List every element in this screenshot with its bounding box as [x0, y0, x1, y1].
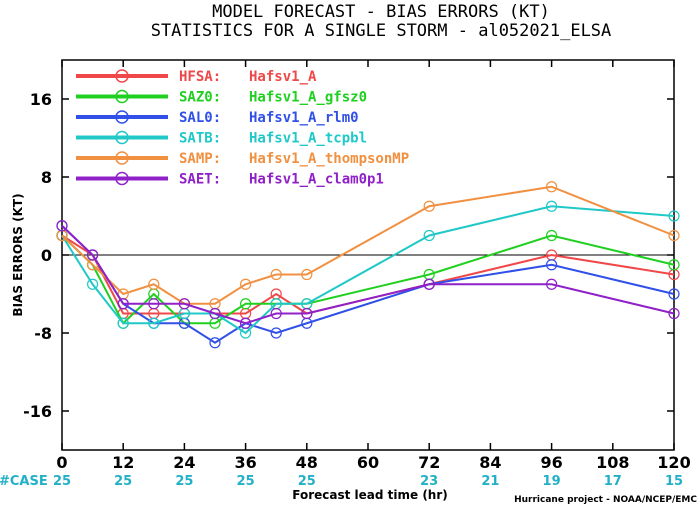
- legend-series-code: SAMP:: [179, 151, 221, 167]
- series-line: [61, 234, 675, 325]
- series-point: [240, 298, 252, 310]
- legend-series-code: SAL0:: [179, 110, 221, 126]
- case-count: 25: [298, 474, 316, 489]
- series-point: [178, 298, 190, 310]
- y-tick-label: -8: [34, 324, 52, 343]
- series-point: [270, 327, 282, 339]
- legend-series-code: SAET:: [179, 172, 221, 188]
- case-count: 19: [543, 474, 561, 489]
- case-count: 25: [53, 474, 71, 489]
- x-tick-label: 60: [357, 453, 379, 472]
- y-tick-label: -16: [23, 402, 52, 421]
- x-tick-label: 36: [234, 453, 256, 472]
- legend-swatch-marker: [115, 171, 129, 186]
- legend-swatch-marker: [115, 69, 129, 83]
- series-point: [668, 307, 680, 320]
- legend-swatch-marker: [115, 130, 129, 145]
- series-point: [423, 229, 435, 242]
- series-point: [209, 337, 221, 349]
- chart-title: MODEL FORECAST - BIAS ERRORS (KT): [212, 2, 550, 22]
- series-point: [423, 200, 435, 212]
- legend-swatch-marker: [115, 89, 129, 104]
- chart-subtitle: STATISTICS FOR A SINGLE STORM - al052021…: [151, 21, 612, 41]
- series-line: [61, 205, 675, 335]
- series-point: [668, 229, 680, 242]
- legend-series-code: SATB:: [179, 131, 221, 147]
- series-point: [86, 249, 99, 261]
- series-point: [545, 259, 558, 271]
- x-tick-label: 72: [418, 453, 440, 472]
- case-count: 21: [481, 474, 499, 489]
- case-count: 15: [665, 474, 683, 489]
- y-tick-label: 0: [41, 246, 52, 265]
- x-tick-label: 96: [540, 453, 562, 472]
- series-point: [301, 307, 313, 320]
- series-point: [148, 278, 160, 290]
- case-label: #CASE: [0, 474, 48, 489]
- legend-swatch-marker: [115, 110, 129, 124]
- y-tick-label: 8: [41, 168, 52, 187]
- series-point: [545, 278, 558, 290]
- series-point: [668, 288, 680, 300]
- credit-text: Hurricane project - NOAA/NCEP/EMC: [514, 495, 697, 505]
- series-point: [148, 298, 160, 310]
- series-point: [270, 307, 282, 320]
- case-count: 25: [114, 474, 132, 489]
- x-tick-label: 84: [479, 453, 501, 472]
- x-tick-label: 24: [173, 453, 195, 472]
- x-axis-label: Forecast lead time (hr): [292, 488, 448, 502]
- case-count: 17: [604, 474, 622, 489]
- y-axis-label: BIAS ERRORS (KT): [11, 193, 25, 316]
- x-tick-label: 0: [56, 453, 67, 472]
- series-point: [423, 278, 435, 290]
- legend-series-model: Hafsv1_A: [249, 69, 317, 85]
- case-count: 23: [420, 474, 438, 489]
- x-tick-label: 108: [596, 453, 629, 472]
- series-point: [301, 268, 313, 281]
- x-tick-label: 48: [296, 453, 318, 472]
- x-tick-label: 12: [112, 453, 134, 472]
- legend-series-code: HFSA:: [179, 69, 221, 85]
- legend-series-model: Hafsv1_A_gfsz0: [249, 90, 367, 106]
- series-point: [240, 317, 252, 329]
- x-tick-label: 120: [657, 453, 690, 472]
- legend-series-model: Hafsv1_A_thompsonMP: [249, 151, 409, 167]
- series-point: [270, 268, 282, 281]
- series-point: [117, 298, 129, 310]
- series-point: [545, 181, 558, 193]
- series-point: [668, 210, 680, 222]
- legend-series-model: Hafsv1_A_clam0p1: [249, 172, 384, 188]
- series-point: [668, 259, 680, 271]
- legend-series-code: SAZ0:: [179, 90, 221, 106]
- legend-series-model: Hafsv1_A_rlm0: [249, 110, 359, 126]
- case-count: 25: [175, 474, 193, 489]
- series-point: [240, 278, 252, 290]
- series-point: [148, 317, 160, 329]
- legend-series-model: Hafsv1_A_tcpbl: [249, 131, 367, 147]
- series-point: [56, 220, 68, 232]
- series-point: [209, 307, 221, 320]
- series-point: [86, 278, 99, 290]
- series-line: [61, 234, 675, 315]
- y-tick-label: 16: [30, 90, 52, 109]
- series-line: [61, 225, 675, 325]
- series-point: [545, 200, 558, 212]
- case-count: 25: [237, 474, 255, 489]
- series-point: [545, 229, 558, 242]
- series-point: [117, 317, 129, 329]
- series-line: [61, 185, 675, 305]
- legend-swatch-marker: [115, 151, 129, 165]
